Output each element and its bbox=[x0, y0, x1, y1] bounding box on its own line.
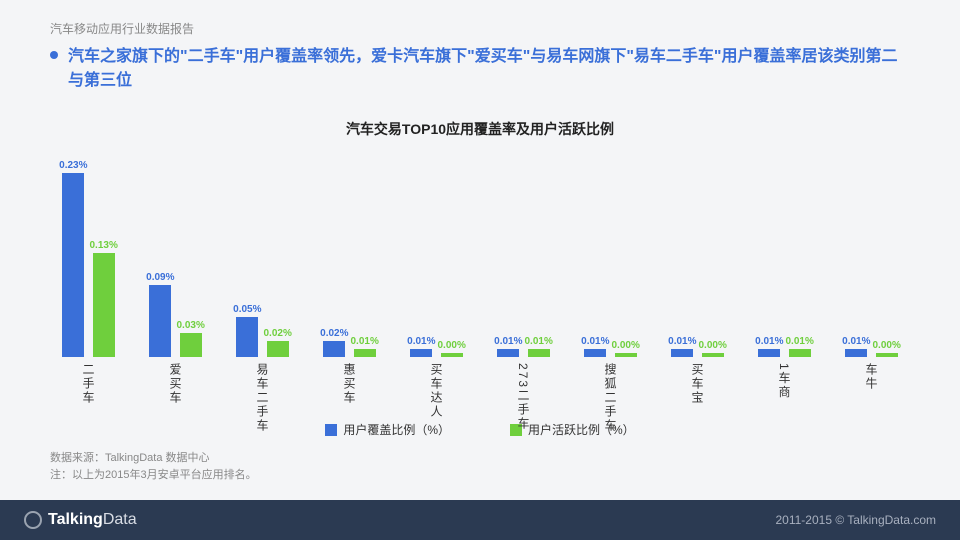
bullet-icon bbox=[50, 51, 58, 59]
title-row: 汽车之家旗下的"二手车"用户覆盖率领先，爱卡汽车旗下"爱买车"与易车网旗下"易车… bbox=[50, 45, 910, 93]
bar-value-active: 0.13% bbox=[90, 240, 118, 251]
bar-group: 0.02%0.01% bbox=[311, 157, 388, 357]
xaxis-label: 买车宝 bbox=[659, 363, 736, 436]
brand-logo: TalkingData bbox=[24, 511, 137, 529]
header: 汽车移动应用行业数据报告 汽车之家旗下的"二手车"用户覆盖率领先，爱卡汽车旗下"… bbox=[0, 0, 960, 101]
bar-active bbox=[354, 349, 376, 357]
gear-icon bbox=[24, 511, 42, 529]
data-source: 数据来源：TalkingData 数据中心 bbox=[50, 450, 257, 468]
report-category: 汽车移动应用行业数据报告 bbox=[50, 20, 910, 37]
bar-value-active: 0.00% bbox=[873, 340, 901, 351]
bar-active bbox=[180, 333, 202, 357]
bar-group: 0.01%0.01% bbox=[485, 157, 562, 357]
bar-active bbox=[615, 353, 637, 357]
bar-value-active: 0.00% bbox=[699, 340, 727, 351]
bar-coverage bbox=[497, 349, 519, 357]
chart-title: 汽车交易TOP10应用覆盖率及用户活跃比例 bbox=[0, 119, 960, 139]
bar-coverage bbox=[758, 349, 780, 357]
brand-b: Data bbox=[103, 511, 137, 528]
xaxis-label: 二手车 bbox=[50, 363, 127, 436]
bar-value-coverage: 0.02% bbox=[320, 328, 348, 339]
bar-value-coverage: 0.01% bbox=[407, 336, 435, 347]
bar-value-coverage: 0.01% bbox=[842, 336, 870, 347]
xaxis-label: 搜狐二手车 bbox=[572, 363, 649, 436]
bar-value-coverage: 0.01% bbox=[668, 336, 696, 347]
bar-value-coverage: 0.01% bbox=[755, 336, 783, 347]
bar-coverage bbox=[149, 285, 171, 357]
xaxis-label: 273二手车 bbox=[485, 363, 562, 436]
bar-active bbox=[267, 341, 289, 357]
xaxis-label: 买车达人 bbox=[398, 363, 475, 436]
bar-coverage bbox=[671, 349, 693, 357]
bar-group: 0.09% 0.03% bbox=[137, 157, 214, 357]
bar-active bbox=[93, 253, 115, 357]
bar-active bbox=[789, 349, 811, 357]
footer: TalkingData 2011-2015 © TalkingData.com bbox=[0, 500, 960, 540]
chart-area: 0.23%0.13%0.09%0.03%0.05%0.02%0.02%0.01%… bbox=[50, 157, 910, 417]
bar-value-active: 0.03% bbox=[177, 320, 205, 331]
bar-active bbox=[876, 353, 898, 357]
bar-value-coverage: 0.23% bbox=[59, 160, 87, 171]
xaxis-label: 易车二手车 bbox=[224, 363, 301, 436]
bar-value-active: 0.01% bbox=[786, 336, 814, 347]
bar-active bbox=[528, 349, 550, 357]
bar-coverage bbox=[410, 349, 432, 357]
notes: 数据来源：TalkingData 数据中心 注：以上为2015年3月安卓平台应用… bbox=[50, 450, 257, 485]
xaxis-label: 爱买车 bbox=[137, 363, 214, 436]
bar-active bbox=[441, 353, 463, 357]
bar-value-active: 0.01% bbox=[525, 336, 553, 347]
bar-group: 0.01%0.00% bbox=[833, 157, 910, 357]
bar-group: 0.01%0.00% bbox=[572, 157, 649, 357]
bar-value-active: 0.01% bbox=[351, 336, 379, 347]
chart-xaxis: 二手车爱买车易车二手车惠买车买车达人273二手车搜狐二手车买车宝1车商车牛 bbox=[50, 363, 910, 436]
bar-coverage bbox=[584, 349, 606, 357]
slide: 汽车移动应用行业数据报告 汽车之家旗下的"二手车"用户覆盖率领先，爱卡汽车旗下"… bbox=[0, 0, 960, 540]
bar-group: 0.01%0.01% bbox=[746, 157, 823, 357]
bar-group: 0.01%0.00% bbox=[398, 157, 475, 357]
bar-coverage bbox=[236, 317, 258, 357]
bar-group: 0.01%0.00% bbox=[659, 157, 736, 357]
bar-coverage bbox=[323, 341, 345, 357]
xaxis-label: 车牛 bbox=[833, 363, 910, 436]
bar-coverage bbox=[62, 173, 84, 357]
chart-bars: 0.23%0.13%0.09%0.03%0.05%0.02%0.02%0.01%… bbox=[50, 157, 910, 357]
bar-value-active: 0.02% bbox=[264, 328, 292, 339]
bar-value-active: 0.00% bbox=[438, 340, 466, 351]
copyright: 2011-2015 © TalkingData.com bbox=[776, 513, 937, 527]
bar-value-coverage: 0.01% bbox=[581, 336, 609, 347]
slide-title: 汽车之家旗下的"二手车"用户覆盖率领先，爱卡汽车旗下"爱买车"与易车网旗下"易车… bbox=[68, 45, 910, 93]
xaxis-label: 1车商 bbox=[746, 363, 823, 436]
data-remark: 注：以上为2015年3月安卓平台应用排名。 bbox=[50, 467, 257, 485]
bar-value-coverage: 0.01% bbox=[494, 336, 522, 347]
bar-value-coverage: 0.05% bbox=[233, 304, 261, 315]
bar-group: 0.23% 0.13% bbox=[50, 157, 127, 357]
xaxis-label: 惠买车 bbox=[311, 363, 388, 436]
bar-coverage bbox=[845, 349, 867, 357]
bar-group: 0.05% 0.02% bbox=[224, 157, 301, 357]
bar-value-active: 0.00% bbox=[612, 340, 640, 351]
brand-a: Talking bbox=[48, 511, 103, 528]
bar-active bbox=[702, 353, 724, 357]
bar-value-coverage: 0.09% bbox=[146, 272, 174, 283]
